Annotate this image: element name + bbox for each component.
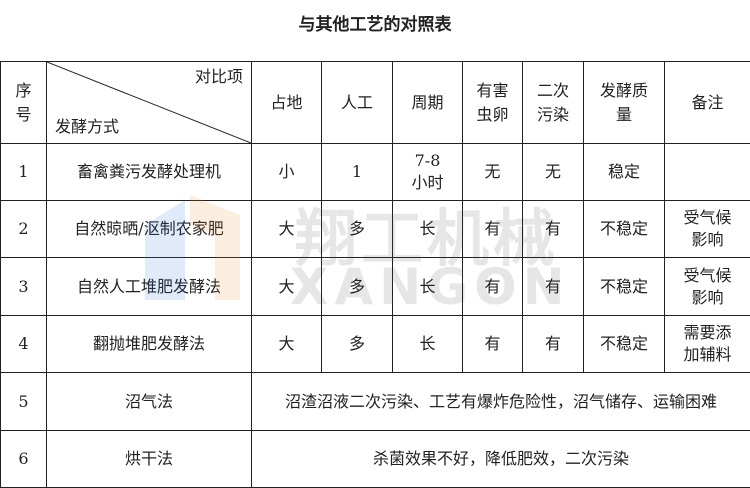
row-index: 3: [0, 257, 47, 316]
diagonal-line: [47, 62, 251, 143]
header-pest-eggs: 有害虫卵: [462, 61, 523, 144]
cell-secondary-pollution: 有: [522, 200, 584, 258]
table-row: 6 烘干法 杀菌效果不好，降低肥效，二次污染: [0, 430, 750, 488]
cell-remark: 需要添加辅料: [664, 315, 750, 373]
row-index: 2: [0, 200, 47, 258]
header-cycle: 周期: [392, 61, 463, 144]
cell-remark: 受气候影响: [664, 200, 750, 258]
header-index: 序号: [0, 61, 47, 144]
cell-area: 大: [251, 257, 322, 316]
comparison-table: 序号 对比项 发酵方式 占地 人工 周期 有害虫卵 二次污染 发酵质量 备注 1…: [0, 61, 750, 488]
header-method: 发酵方式: [55, 117, 120, 136]
header-compare-item: 对比项: [194, 67, 243, 86]
row-method: 沼气法: [46, 372, 252, 431]
row-method: 自然人工堆肥发酵法: [46, 257, 252, 316]
table-row: 3 自然人工堆肥发酵法 大 多 长 有 有 不稳定 受气候影响: [0, 257, 750, 316]
header-row: 序号 对比项 发酵方式 占地 人工 周期 有害虫卵 二次污染 发酵质量 备注: [0, 61, 750, 144]
cell-quality: 不稳定: [583, 315, 665, 373]
cell-cycle: 7-8小时: [392, 143, 463, 201]
cell-area: 大: [251, 200, 322, 258]
row-index: 6: [0, 430, 47, 488]
header-quality: 发酵质量: [583, 61, 665, 144]
cell-labor: 多: [321, 200, 393, 258]
cell-secondary-pollution: 无: [522, 143, 584, 201]
cell-secondary-pollution: 有: [522, 257, 584, 316]
cell-area: 小: [251, 143, 322, 201]
cell-pest-eggs: 有: [462, 200, 523, 258]
table-row: 5 沼气法 沼渣沼液二次污染、工艺有爆炸危险性，沼气储存、运输困难: [0, 372, 750, 431]
row-method: 翻抛堆肥发酵法: [46, 315, 252, 373]
cell-cycle: 长: [392, 315, 463, 373]
cell-quality: 不稳定: [583, 257, 665, 316]
row-method: 自然晾晒/沤制农家肥: [46, 200, 252, 258]
cell-area: 大: [251, 315, 322, 373]
cell-cycle: 长: [392, 257, 463, 316]
header-remark: 备注: [664, 61, 750, 144]
cell-quality: 稳定: [583, 143, 665, 201]
row-method: 畜禽粪污发酵处理机: [46, 143, 252, 201]
cell-remark: [664, 143, 750, 201]
cell-cycle: 长: [392, 200, 463, 258]
page-title: 与其他工艺的对照表: [298, 15, 452, 35]
cell-pest-eggs: 有: [462, 257, 523, 316]
cell-note: 沼渣沼液二次污染、工艺有爆炸危险性，沼气储存、运输困难: [251, 372, 750, 431]
row-index: 5: [0, 372, 47, 431]
row-index: 4: [0, 315, 47, 373]
row-index: 1: [0, 143, 47, 201]
header-area: 占地: [251, 61, 322, 144]
table-row: 1 畜禽粪污发酵处理机 小 1 7-8小时 无 无 稳定: [0, 143, 750, 201]
header-labor: 人工: [321, 61, 393, 144]
table-row: 4 翻抛堆肥发酵法 大 多 长 有 有 不稳定 需要添加辅料: [0, 315, 750, 373]
cell-pest-eggs: 无: [462, 143, 523, 201]
cell-remark: 受气候影响: [664, 257, 750, 316]
cell-labor: 多: [321, 257, 393, 316]
cell-quality: 不稳定: [583, 200, 665, 258]
cell-labor: 多: [321, 315, 393, 373]
row-method: 烘干法: [46, 430, 252, 488]
table-row: 2 自然晾晒/沤制农家肥 大 多 长 有 有 不稳定 受气候影响: [0, 200, 750, 258]
cell-note: 杀菌效果不好，降低肥效，二次污染: [251, 430, 750, 488]
cell-secondary-pollution: 有: [522, 315, 584, 373]
watermark-logo-icon: [145, 195, 240, 300]
cell-labor: 1: [321, 143, 393, 201]
header-diagonal-cell: 对比项 发酵方式: [46, 61, 252, 144]
header-secondary-pollution: 二次污染: [522, 61, 584, 144]
cell-pest-eggs: 有: [462, 315, 523, 373]
